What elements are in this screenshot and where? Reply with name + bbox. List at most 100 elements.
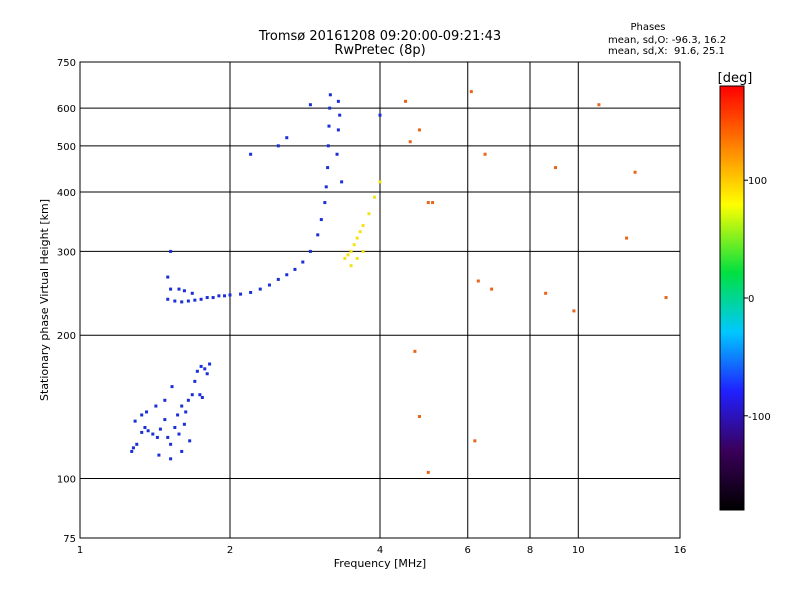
data-point: [190, 291, 194, 295]
data-point: [358, 230, 362, 234]
data-point: [293, 267, 297, 271]
data-point: [249, 152, 253, 156]
data-point: [186, 398, 190, 402]
data-point: [431, 201, 435, 205]
data-point: [308, 249, 312, 253]
data-point: [140, 413, 144, 417]
y-tick-label: 600: [57, 104, 76, 115]
data-point: [335, 152, 339, 156]
data-point: [182, 289, 186, 293]
stats-heading: Phases: [630, 22, 665, 33]
colorbar-gradient: [719, 85, 745, 511]
data-point: [249, 290, 253, 294]
data-point: [199, 297, 203, 301]
data-point: [426, 201, 430, 205]
data-point: [155, 435, 159, 439]
data-point: [633, 170, 637, 174]
data-point: [258, 287, 262, 291]
data-point: [408, 140, 412, 144]
data-point: [135, 442, 139, 446]
data-point: [572, 309, 576, 313]
data-point: [324, 185, 328, 189]
data-point: [336, 99, 340, 103]
y-tick-label: 75: [63, 534, 76, 545]
data-point: [193, 379, 197, 383]
data-point: [426, 470, 430, 474]
data-point: [349, 249, 353, 253]
x-tick-label: 6: [465, 545, 471, 556]
data-point: [166, 297, 170, 301]
data-point: [378, 180, 382, 184]
colorbar-tick-label: 0: [748, 294, 754, 305]
x-tick-label: 8: [527, 545, 533, 556]
y-tick-label: 300: [57, 247, 76, 258]
colorbar-tick-label: -100: [748, 412, 771, 423]
y-tick-label: 750: [57, 58, 76, 69]
data-point: [553, 166, 557, 170]
data-point: [180, 300, 184, 304]
data-point: [151, 432, 155, 436]
data-point: [417, 128, 421, 132]
y-tick-label: 100: [57, 475, 76, 486]
colorbar-label: [deg]: [718, 71, 753, 86]
y-tick-label: 500: [57, 142, 76, 153]
data-point: [176, 413, 180, 417]
y-tick-label: 400: [57, 188, 76, 199]
stats-x-mode: mean, sd,X: 91.6, 25.1: [608, 46, 725, 57]
data-point: [184, 410, 188, 414]
chart-title: Tromsø 20161208 09:20:00-09:21:43: [258, 29, 501, 44]
data-point: [323, 201, 327, 205]
data-point: [190, 393, 194, 397]
data-point: [367, 212, 371, 216]
data-point: [169, 457, 173, 461]
data-point: [328, 106, 332, 110]
data-point: [239, 292, 243, 296]
x-axis-label: Frequency [MHz]: [334, 557, 426, 570]
data-point: [361, 249, 365, 253]
data-point: [476, 279, 480, 283]
data-point: [154, 404, 158, 408]
data-point: [355, 236, 359, 240]
data-point: [328, 93, 332, 97]
data-point: [180, 449, 184, 453]
data-point: [349, 264, 353, 268]
data-point: [490, 287, 494, 291]
data-point: [473, 439, 477, 443]
data-point: [186, 299, 190, 303]
data-point: [169, 249, 173, 253]
data-point: [193, 298, 197, 302]
data-point: [133, 419, 137, 423]
data-point: [338, 113, 342, 117]
y-axis-label: Stationary phase Virtual Height [km]: [38, 199, 51, 401]
data-point: [373, 195, 377, 199]
data-point: [211, 296, 215, 300]
x-tick-label: 4: [377, 545, 383, 556]
data-point: [208, 362, 212, 366]
data-point: [195, 369, 199, 373]
plot-area: 1 2 4 6 8 10 16 75 100 200 300 400 500 600 750: [57, 58, 686, 556]
data-point: [180, 404, 184, 408]
data-point: [170, 385, 174, 389]
data-point: [158, 427, 162, 431]
grid-lines: [80, 62, 680, 538]
data-point: [469, 90, 473, 94]
data-point: [346, 253, 350, 257]
data-point: [166, 275, 170, 279]
data-point: [177, 432, 181, 436]
colorbar-tick-label: 100: [748, 176, 767, 187]
data-point: [664, 296, 668, 300]
data-point: [173, 425, 177, 429]
data-point: [169, 287, 173, 291]
data-point: [198, 393, 202, 397]
stats-o-mode: mean, sd,O: -96.3, 16.2: [608, 35, 726, 46]
data-point: [188, 439, 192, 443]
data-point: [276, 144, 280, 148]
x-tick-label: 2: [227, 545, 233, 556]
data-point: [203, 367, 207, 371]
data-point: [130, 449, 134, 453]
data-point: [199, 364, 203, 368]
data-point: [157, 453, 161, 457]
data-point: [143, 425, 147, 429]
x-tick-label: 16: [674, 545, 687, 556]
